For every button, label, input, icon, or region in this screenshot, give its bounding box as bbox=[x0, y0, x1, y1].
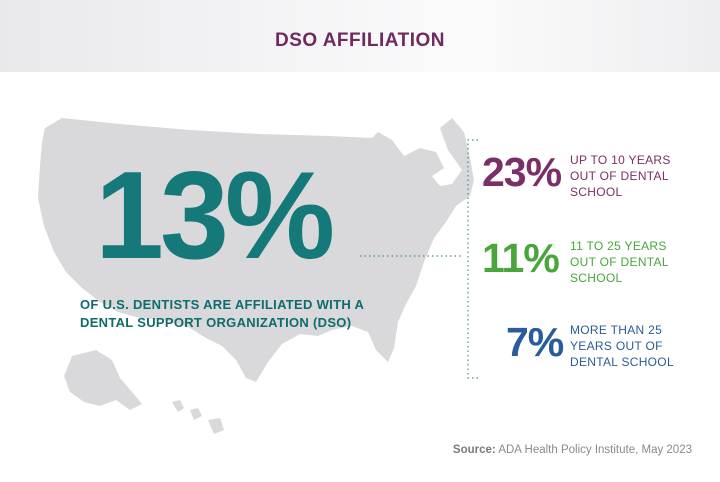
stat-description: UP TO 10 YEARS OUT OF DENTAL SCHOOL bbox=[570, 152, 710, 200]
stat-description-line: MORE THAN 25 bbox=[570, 323, 663, 337]
headline-caption: OF U.S. DENTISTS ARE AFFILIATED WITH A D… bbox=[80, 296, 400, 332]
stat-description-line: SCHOOL bbox=[570, 185, 623, 199]
headline-caption-line2: DENTAL SUPPORT ORGANIZATION (DSO) bbox=[80, 315, 352, 330]
contiguous-us-shape bbox=[38, 118, 474, 382]
stat-percent: 11% bbox=[482, 235, 560, 281]
page-title: DSO AFFILIATION bbox=[274, 30, 446, 51]
stat-11-to-25-years: 11% 11 TO 25 YEARS OUT OF DENTAL SCHOOL bbox=[482, 238, 712, 298]
source-label: Source: bbox=[452, 444, 496, 456]
stat-description-line: YEARS OUT OF bbox=[570, 339, 663, 353]
source-text: ADA Health Policy Institute, May 2023 bbox=[498, 444, 692, 456]
stat-description-line: DENTAL SCHOOL bbox=[570, 355, 674, 369]
stat-more-than-25-years: 7% MORE THAN 25 YEARS OUT OF DENTAL SCHO… bbox=[482, 322, 712, 382]
stat-description: MORE THAN 25 YEARS OUT OF DENTAL SCHOOL bbox=[570, 322, 710, 370]
stat-description: 11 TO 25 YEARS OUT OF DENTAL SCHOOL bbox=[570, 238, 710, 286]
stat-description-line: SCHOOL bbox=[570, 271, 623, 285]
stat-description-line: UP TO 10 YEARS bbox=[570, 153, 671, 167]
stat-up-to-10-years: 23% UP TO 10 YEARS OUT OF DENTAL SCHOOL bbox=[482, 152, 712, 212]
headline-percent: 13% bbox=[95, 147, 335, 285]
bracket-dotted-line bbox=[467, 139, 478, 379]
stat-percent: 7% bbox=[506, 319, 564, 365]
source-note: Source: ADA Health Policy Institute, May… bbox=[453, 444, 692, 456]
header-band bbox=[0, 0, 720, 72]
stat-description-line: 11 TO 25 YEARS bbox=[570, 239, 667, 253]
stat-description-line: OUT OF DENTAL bbox=[570, 169, 669, 183]
headline-caption-line1: OF U.S. DENTISTS ARE AFFILIATED WITH A bbox=[80, 297, 365, 312]
stat-description-line: OUT OF DENTAL bbox=[570, 255, 669, 269]
alaska-shape bbox=[64, 350, 142, 410]
hawaii-shape bbox=[172, 400, 224, 434]
stat-percent: 23% bbox=[482, 149, 562, 195]
